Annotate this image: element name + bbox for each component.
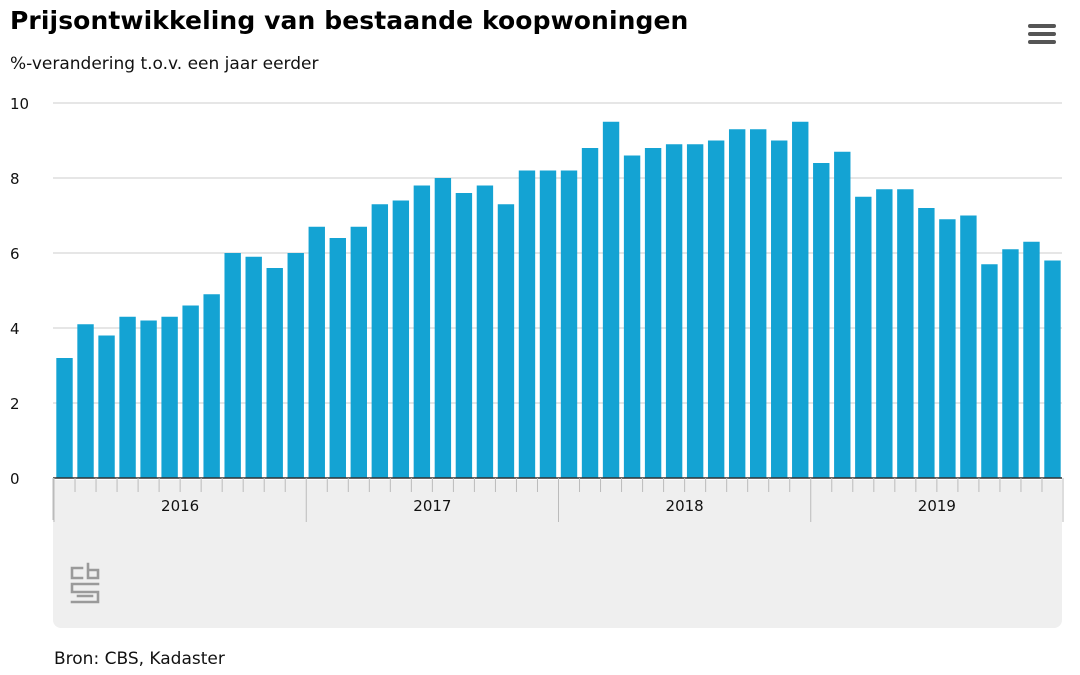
bar[interactable]: 2018-09: 9.3 [728,129,746,478]
bar[interactable]: 2019-04: 7.7 [876,189,893,478]
bar[interactable]: 2017-08: 7.6 [455,193,473,478]
x-year-label: 2018 [666,497,704,515]
bar[interactable]: 2018-12: 9.5 [792,121,809,478]
hamburger-menu-icon[interactable] [1028,22,1058,46]
bar[interactable]: 2018-04: 8.6 [623,155,641,479]
bar[interactable]: 2019-03: 7.5 [855,196,872,478]
bar[interactable]: 2018-11: 9 [771,140,788,479]
bar[interactable]: 2016-08: 4.9 [203,294,220,478]
bar[interactable]: 2016-06: 4.3 [161,316,178,478]
y-tick-label: 0 [10,470,20,488]
bar[interactable]: 2017-01: 6.7 [308,226,325,478]
bar[interactable]: 2019-01: 8.4 [813,163,830,478]
bar[interactable]: 2016-05: 4.2 [140,320,157,479]
bar[interactable]: 2016-10: 5.9 [245,256,262,478]
bar[interactable]: 2019-06: 7.2 [918,208,935,478]
bar[interactable]: 2016-02: 4.1 [77,324,94,478]
bar[interactable]: 2016-09: 6 [224,253,241,478]
bar[interactable]: 2016-01: 3.2 [56,358,73,478]
bar[interactable]: 2019-11: 6.3 [1023,241,1040,478]
bar[interactable]: 2016-07: 4.6 [182,305,199,479]
bar[interactable]: 2016-04: 4.3 [119,316,136,478]
bar[interactable]: 2019-09: 5.7 [981,264,998,478]
bar[interactable]: 2018-06: 8.9 [665,144,683,478]
bar[interactable]: 2017-07: 8 [434,178,452,478]
bar[interactable]: 2016-03: 3.8 [98,335,115,479]
source-note: Bron: CBS, Kadaster [54,649,225,669]
bar[interactable]: 2018-03: 9.5 [602,121,620,478]
bar[interactable]: 2018-05: 8.8 [644,148,662,478]
bar[interactable]: 2017-05: 7.4 [392,200,410,479]
y-tick-label: 6 [10,245,20,263]
bar[interactable]: 2017-10: 7.3 [497,204,515,478]
bar[interactable]: 2017-04: 7.3 [371,204,389,478]
navigator-top-edge [53,480,1062,492]
y-tick-label: 8 [10,170,20,188]
bar[interactable]: 2017-11: 8.2 [518,170,536,479]
y-tick-label: 10 [10,95,29,113]
bar[interactable]: 2017-03: 6.7 [350,226,368,478]
bar[interactable]: 2018-08: 9 [707,140,725,479]
y-tick-label: 2 [10,395,20,413]
bar[interactable]: 2019-05: 7.7 [897,189,914,478]
bar[interactable]: 2018-10: 9.3 [749,129,767,478]
navigator-background [53,480,1062,628]
bar[interactable]: 2018-07: 8.9 [686,144,704,478]
bar[interactable]: 2019-02: 8.7 [834,151,851,478]
bar[interactable]: 2016-11: 5.6 [266,268,283,478]
chart-title: Prijsontwikkeling van bestaande koopwoni… [10,6,689,35]
y-tick-label: 4 [10,320,20,338]
bar-chart: 2016-01: 3.22016-02: 4.12016-03: 3.82016… [10,95,1064,628]
bar[interactable]: 2019-07: 6.9 [939,219,956,478]
bar[interactable]: 2017-06: 7.8 [413,185,431,479]
cbs-logo-icon [70,562,100,604]
bar[interactable]: 2019-10: 6.1 [1002,249,1019,478]
bar[interactable]: 2019-08: 7 [960,215,977,479]
bar[interactable]: 2016-12: 6 [287,253,304,478]
bar[interactable]: 2017-09: 7.8 [476,185,494,479]
bar[interactable]: 2018-02: 8.8 [581,148,599,478]
chart-subtitle: %-verandering t.o.v. een jaar eerder [10,54,319,74]
x-year-label: 2019 [918,497,956,515]
bar[interactable]: 2017-12: 8.2 [539,170,557,479]
x-year-label: 2016 [161,497,199,515]
bar[interactable]: 2018-01: 8.2 [560,170,578,479]
x-year-label: 2017 [413,497,451,515]
bar[interactable]: 2019-12: 5.8 [1044,260,1061,479]
bar[interactable]: 2017-02: 6.4 [329,238,346,478]
